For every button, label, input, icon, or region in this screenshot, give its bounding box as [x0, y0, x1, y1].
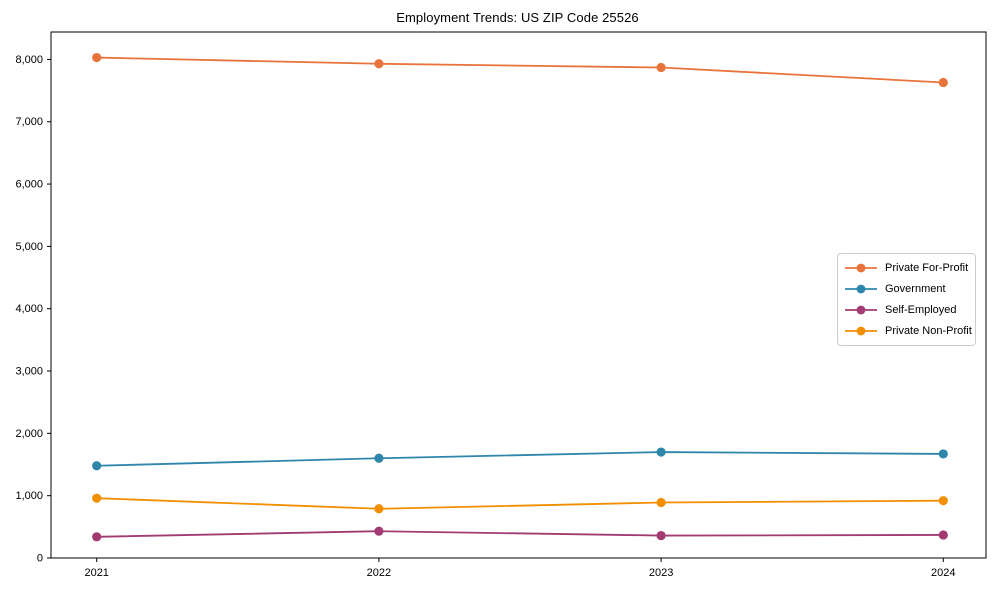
data-point-private-non-profit-2022 — [374, 504, 384, 514]
legend-marker-icon — [845, 263, 877, 273]
data-point-government-2024 — [938, 449, 948, 459]
legend: Private For-Profit Government Self-Employe… — [837, 253, 976, 346]
data-point-private-for-profit-2021 — [92, 52, 102, 63]
legend-label: Self-Employed — [885, 303, 957, 316]
plot-frame — [50, 31, 987, 559]
data-point-private-non-profit-2021 — [92, 493, 102, 503]
legend-item-private-for-profit: Private For-Profit — [844, 262, 969, 274]
y-tick-label: 7,000 — [15, 116, 43, 128]
data-point-self-employed-2024 — [938, 530, 948, 540]
series-line-government — [96, 451, 944, 467]
data-point-private-non-profit-2023 — [656, 497, 666, 508]
y-tick-label: 2,000 — [15, 428, 43, 440]
legend-label: Government — [885, 283, 946, 296]
x-tick-label: 2024 — [931, 567, 955, 579]
legend-item-self-employed: Self-Employed — [844, 304, 969, 316]
y-tick-label: 3,000 — [15, 366, 43, 378]
y-tick-label: 6,000 — [15, 179, 43, 191]
y-tick-label: 1,000 — [15, 490, 43, 502]
data-point-self-employed-2023 — [656, 530, 666, 541]
legend-marker-icon — [845, 326, 877, 336]
legend-item-government: Government — [844, 283, 969, 295]
data-point-government-2022 — [374, 453, 384, 463]
legend-label: Private Non-Profit — [885, 324, 972, 337]
data-point-private-non-profit-2024 — [938, 496, 948, 506]
y-tick-label: 5,000 — [15, 241, 43, 253]
data-point-self-employed-2021 — [92, 532, 102, 542]
series-line-private-for-profit — [96, 56, 944, 84]
y-tick-label: 8,000 — [15, 54, 43, 66]
data-point-government-2021 — [92, 461, 102, 471]
x-tick-label: 2023 — [649, 567, 673, 579]
y-tick-label: 4,000 — [15, 303, 43, 315]
legend-item-private-non-profit: Private Non-Profit — [844, 324, 972, 337]
x-tick-label: 2022 — [367, 567, 391, 579]
data-point-government-2023 — [656, 447, 666, 457]
legend-marker-icon — [845, 284, 877, 294]
legend-label: Private For-Profit — [885, 262, 969, 275]
legend-marker-icon — [845, 305, 877, 315]
y-tick-label: 0 — [37, 553, 43, 565]
chart-title: Employment Trends: US ZIP Code 25526 — [396, 10, 639, 25]
series-line-private-non-profit — [96, 497, 944, 510]
series-line-self-employed — [96, 530, 944, 538]
data-point-private-for-profit-2024 — [938, 77, 948, 88]
x-tick-label: 2021 — [84, 567, 108, 579]
data-point-private-for-profit-2022 — [374, 59, 384, 69]
data-point-self-employed-2022 — [374, 526, 384, 536]
data-point-private-for-profit-2023 — [656, 62, 666, 73]
